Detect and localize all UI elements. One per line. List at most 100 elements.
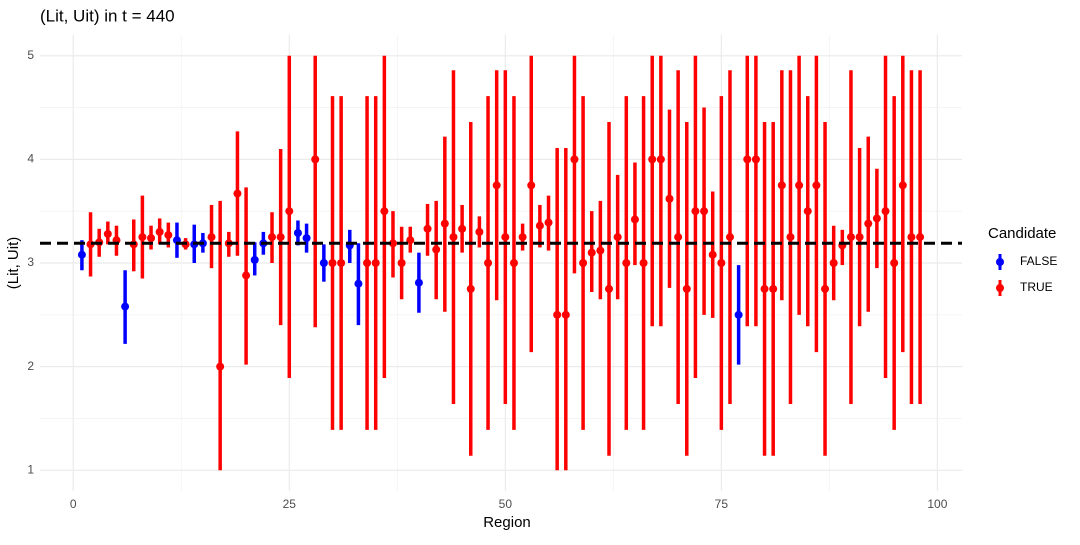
point — [155, 227, 164, 236]
point — [380, 207, 389, 216]
point — [147, 234, 156, 243]
point — [570, 155, 579, 164]
point — [216, 362, 225, 371]
point — [743, 155, 752, 164]
point — [760, 284, 769, 293]
legend-key-point — [996, 258, 1004, 266]
point — [484, 259, 493, 267]
point — [708, 250, 717, 259]
point — [648, 155, 657, 164]
point — [803, 207, 812, 216]
point — [795, 181, 804, 190]
point — [890, 259, 899, 267]
point — [579, 259, 588, 267]
y-tick-label: 3 — [27, 255, 34, 269]
point — [846, 233, 855, 242]
point — [665, 194, 674, 203]
point — [388, 239, 397, 248]
point — [293, 228, 302, 237]
point — [544, 218, 553, 227]
point — [769, 284, 778, 293]
point — [164, 231, 173, 240]
y-tick-label: 5 — [27, 48, 34, 62]
legend-key-point — [996, 284, 1004, 292]
point — [855, 233, 864, 242]
point — [786, 233, 795, 242]
y-tick-label: 1 — [27, 462, 34, 476]
point — [535, 221, 544, 230]
point — [458, 224, 467, 233]
point — [587, 248, 596, 257]
point — [872, 214, 881, 223]
point — [432, 245, 441, 254]
point — [622, 259, 631, 267]
x-tick-label: 75 — [715, 497, 729, 511]
point — [354, 279, 363, 288]
point — [518, 233, 527, 242]
point — [881, 207, 890, 216]
point — [674, 233, 683, 242]
point — [207, 233, 216, 242]
y-tick-label: 4 — [27, 152, 34, 166]
point — [898, 181, 907, 190]
point — [77, 250, 86, 259]
point — [501, 233, 510, 242]
point — [311, 155, 320, 164]
x-tick-label: 100 — [927, 497, 947, 511]
point — [440, 219, 449, 228]
point — [406, 236, 415, 245]
point — [138, 233, 147, 242]
point — [691, 207, 700, 216]
point — [250, 255, 259, 264]
point — [475, 227, 484, 236]
point — [613, 233, 622, 242]
point — [276, 233, 285, 242]
point — [725, 233, 734, 242]
legend-title: Candidate — [988, 225, 1056, 242]
chart-title: (Lit, Uit) in t = 440 — [40, 6, 175, 25]
point — [605, 284, 614, 293]
point — [268, 233, 277, 242]
point — [656, 155, 665, 164]
point — [829, 259, 838, 267]
point — [302, 234, 311, 243]
point — [916, 233, 925, 242]
point — [509, 259, 518, 267]
point — [596, 246, 605, 255]
y-tick-label: 2 — [27, 359, 34, 373]
point — [319, 259, 328, 267]
x-tick-label: 50 — [499, 497, 513, 511]
point — [553, 310, 562, 319]
point — [371, 259, 380, 267]
point — [700, 207, 709, 216]
point — [907, 233, 916, 242]
point — [103, 229, 112, 238]
point — [864, 219, 873, 228]
point — [561, 310, 570, 319]
point — [751, 155, 760, 164]
point — [242, 271, 251, 280]
y-axis-label: (Lit, Uit) — [5, 237, 22, 290]
point — [337, 259, 346, 267]
point — [492, 181, 501, 190]
point — [639, 259, 648, 267]
point — [423, 224, 432, 233]
legend-label: TRUE — [1020, 280, 1053, 294]
x-tick-label: 0 — [70, 497, 77, 511]
x-tick-label: 25 — [283, 497, 297, 511]
point — [328, 259, 337, 267]
point — [717, 259, 726, 267]
point — [285, 207, 294, 216]
point — [734, 310, 743, 319]
point — [363, 259, 372, 267]
point — [414, 278, 423, 287]
point — [233, 189, 242, 198]
point — [449, 233, 458, 242]
point — [121, 302, 130, 311]
legend-label: FALSE — [1020, 254, 1057, 268]
point — [630, 215, 639, 224]
point — [812, 181, 821, 190]
point — [777, 181, 786, 190]
point — [527, 181, 536, 190]
